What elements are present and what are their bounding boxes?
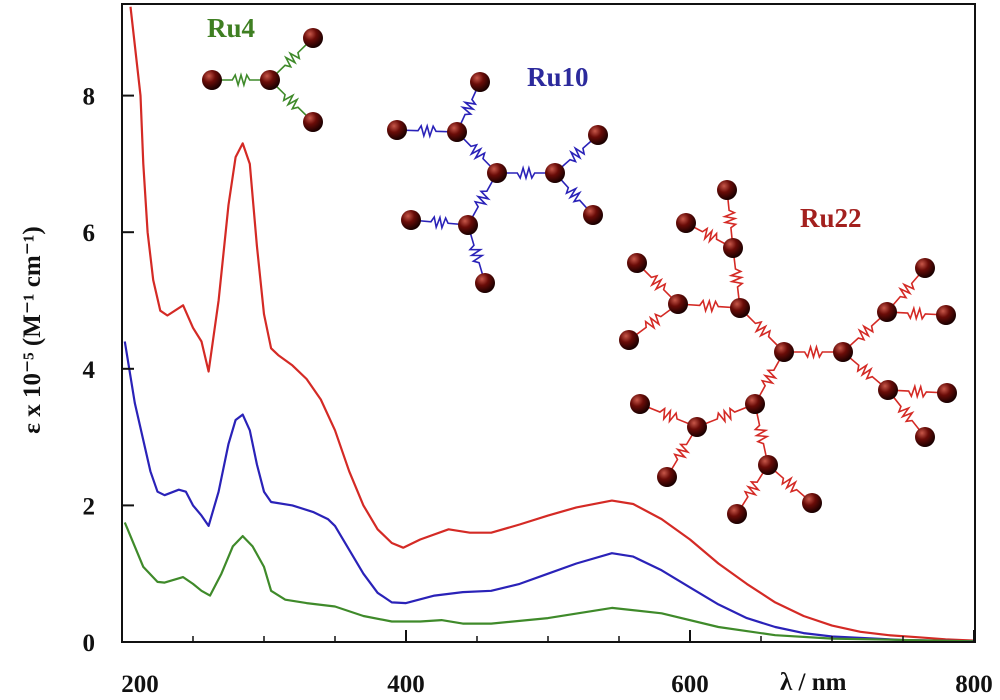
bond [666,426,698,478]
bond [636,262,679,305]
ru-atom [915,258,935,278]
ru-atom [676,213,696,233]
ru-atom [202,70,222,90]
x-axis-label: λ / nm [780,669,847,696]
ru-atom [758,455,778,475]
ru-atom [260,70,280,90]
label-ru4: Ru4 [207,13,255,43]
ru-atom [447,122,467,142]
x-axis-ticks: 200 400 600 800 [121,630,993,698]
ru-atom [303,28,323,48]
ru-atom [588,125,608,145]
y-tick-label: 2 [83,493,96,520]
bond [739,307,785,353]
ru-atom [583,205,603,225]
ru-atom [619,330,639,350]
bond [753,403,770,466]
ru-atom [630,394,650,414]
ru-atom [915,427,935,447]
bond [456,131,498,174]
bond [842,351,889,391]
bond [456,81,481,133]
bond [736,464,769,515]
bond [410,214,469,231]
label-ru10: Ru10 [527,62,589,92]
bond [467,172,498,226]
ru-atom [774,342,794,362]
x-tick-label: 600 [671,671,709,698]
ru-atom [401,210,421,230]
x-tick-label: 800 [955,671,993,698]
ru-atom [723,238,743,258]
ru-atom [687,417,707,437]
bond [396,123,458,139]
x-tick-label: 200 [121,671,159,698]
bond [677,298,741,314]
spectra-curves [123,6,975,643]
ru-atom [470,72,490,92]
series-line-ru4 [123,522,975,643]
ru-atom [627,253,647,273]
ru-atom [877,302,897,322]
bond [887,383,948,400]
bond [721,189,738,249]
dendrimer-structures [202,28,957,524]
bond [554,172,594,216]
bond [784,344,843,360]
ru-atom [745,394,765,414]
plot-frame [121,3,976,643]
bond [269,79,314,123]
bond [497,165,555,181]
label-ru22: Ru22 [800,203,862,233]
y-axis-ticks: 0 2 4 6 8 [83,84,134,657]
ru-atom [475,273,495,293]
bond [467,224,486,284]
bond [842,311,888,353]
y-axis-label: ε x 10⁻⁵ (M⁻¹ cm⁻¹) [19,226,46,433]
ru4-structure [202,28,323,132]
ru-atom [487,163,507,183]
ru-atom [833,342,853,362]
ru-atom [303,112,323,132]
bond [269,37,314,81]
ru-atom [717,180,737,200]
bond [639,403,698,428]
ru-atom [668,294,688,314]
ru-atom [802,493,822,513]
bond [767,464,813,504]
y-tick-label: 4 [83,357,96,384]
ru-atom [545,163,565,183]
y-tick-label: 8 [83,84,96,111]
ru-atom [936,305,956,325]
bond [554,134,599,174]
bond [728,247,745,309]
ru22-structure [619,180,957,524]
bond [754,351,785,405]
series-line-ru10 [123,341,975,643]
ru-atom [727,504,747,524]
x-tick-label: 400 [387,671,425,698]
ru-atom [657,467,677,487]
ru-atom [937,383,957,403]
y-tick-label: 6 [83,220,96,247]
bond [887,389,926,438]
ru-atom [387,120,407,140]
series-line-ru22 [129,6,975,642]
bond [685,222,734,249]
y-tick-label: 0 [83,630,96,657]
bond [212,72,270,88]
bond [886,305,947,322]
ru-atom [878,380,898,400]
bond [628,303,679,341]
ru-atom [730,298,750,318]
bond [886,267,926,313]
ru-atom [458,215,478,235]
bond [696,403,756,428]
ru10-structure [387,72,608,293]
